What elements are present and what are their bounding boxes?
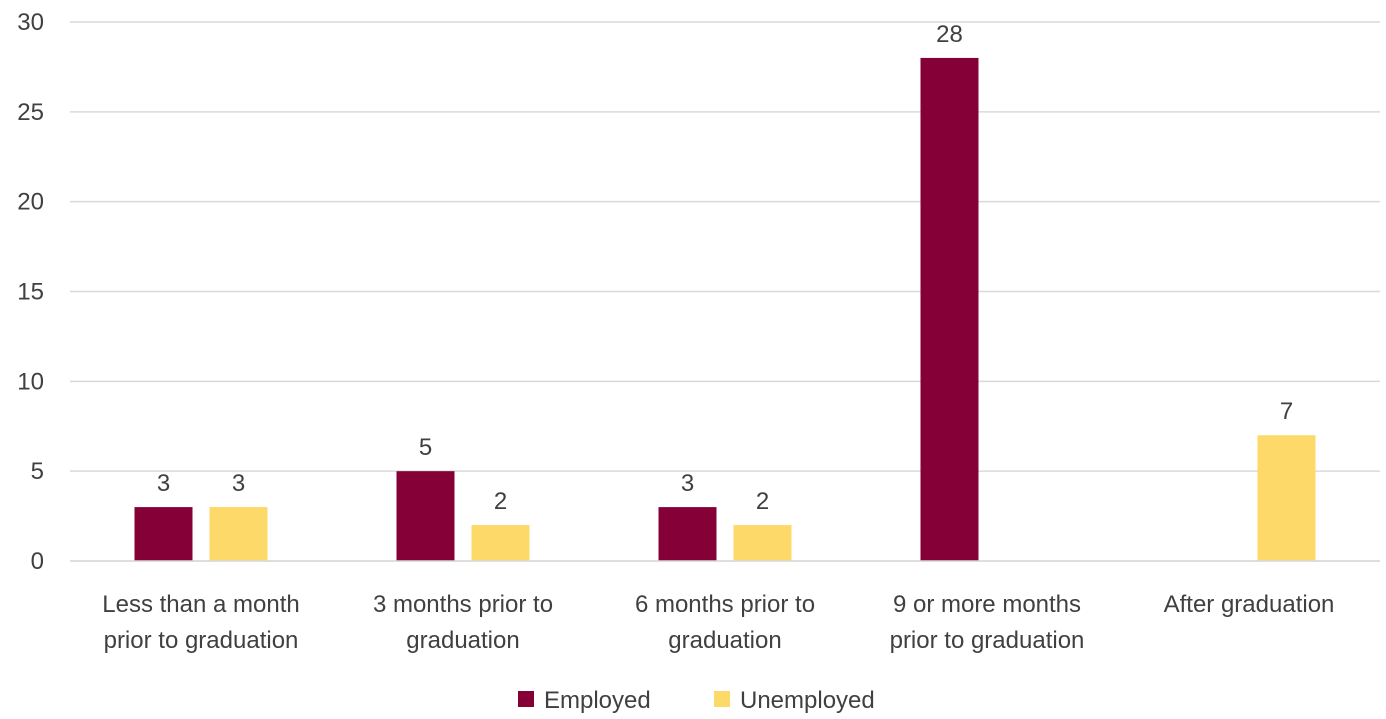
x-category-label: After graduation: [1164, 591, 1335, 618]
data-label-unemployed-2: 2: [756, 488, 769, 515]
y-tick-label: 5: [31, 458, 44, 485]
y-tick-label: 0: [31, 548, 44, 575]
legend-swatch-unemployed: [714, 691, 730, 707]
legend-swatch-employed: [518, 691, 534, 707]
y-tick-label: 10: [17, 368, 44, 395]
x-axis-categories: Less than a month prior to graduation 3 mo…: [102, 591, 1334, 654]
data-labels: 3 3 5 2 3 2 28 7: [157, 21, 1293, 515]
y-axis-ticks: 0 5 10 15 20 25 30: [17, 9, 44, 575]
x-category-label: 9 or more months: [893, 591, 1081, 618]
data-label-employed-2: 3: [681, 470, 694, 497]
x-category-label: 3 months prior to: [373, 591, 553, 618]
data-label-unemployed-1: 2: [494, 488, 507, 515]
bars: [70, 57, 1380, 562]
legend: Employed Unemployed: [518, 687, 875, 714]
data-label-unemployed-4: 7: [1280, 398, 1293, 425]
bar-employed-1: [396, 471, 455, 561]
bar-employed-2: [658, 507, 717, 561]
data-label-employed-1: 5: [419, 434, 432, 461]
bar-employed-3: [920, 57, 979, 561]
y-tick-label: 20: [17, 189, 44, 216]
x-category-label: 6 months prior to: [635, 591, 815, 618]
bar-unemployed-2: [733, 525, 792, 561]
data-label-employed-3: 28: [936, 21, 963, 48]
data-label-unemployed-0: 3: [232, 470, 245, 497]
gridlines: [70, 21, 1380, 562]
data-label-employed-0: 3: [157, 470, 170, 497]
y-tick-label: 30: [17, 9, 44, 36]
x-category-label: prior to graduation: [890, 627, 1085, 654]
bar-unemployed-0: [209, 507, 268, 561]
bar-unemployed-4: [1257, 435, 1316, 561]
bar-unemployed-1: [471, 525, 530, 561]
y-tick-label: 15: [17, 279, 44, 306]
y-tick-label: 25: [17, 99, 44, 126]
legend-label-employed: Employed: [544, 687, 651, 714]
bar-employed-0: [134, 507, 193, 561]
x-category-label: Less than a month: [102, 591, 299, 618]
x-category-label: prior to graduation: [104, 627, 299, 654]
legend-label-unemployed: Unemployed: [740, 687, 875, 714]
x-category-label: graduation: [406, 627, 519, 654]
x-category-label: graduation: [668, 627, 781, 654]
